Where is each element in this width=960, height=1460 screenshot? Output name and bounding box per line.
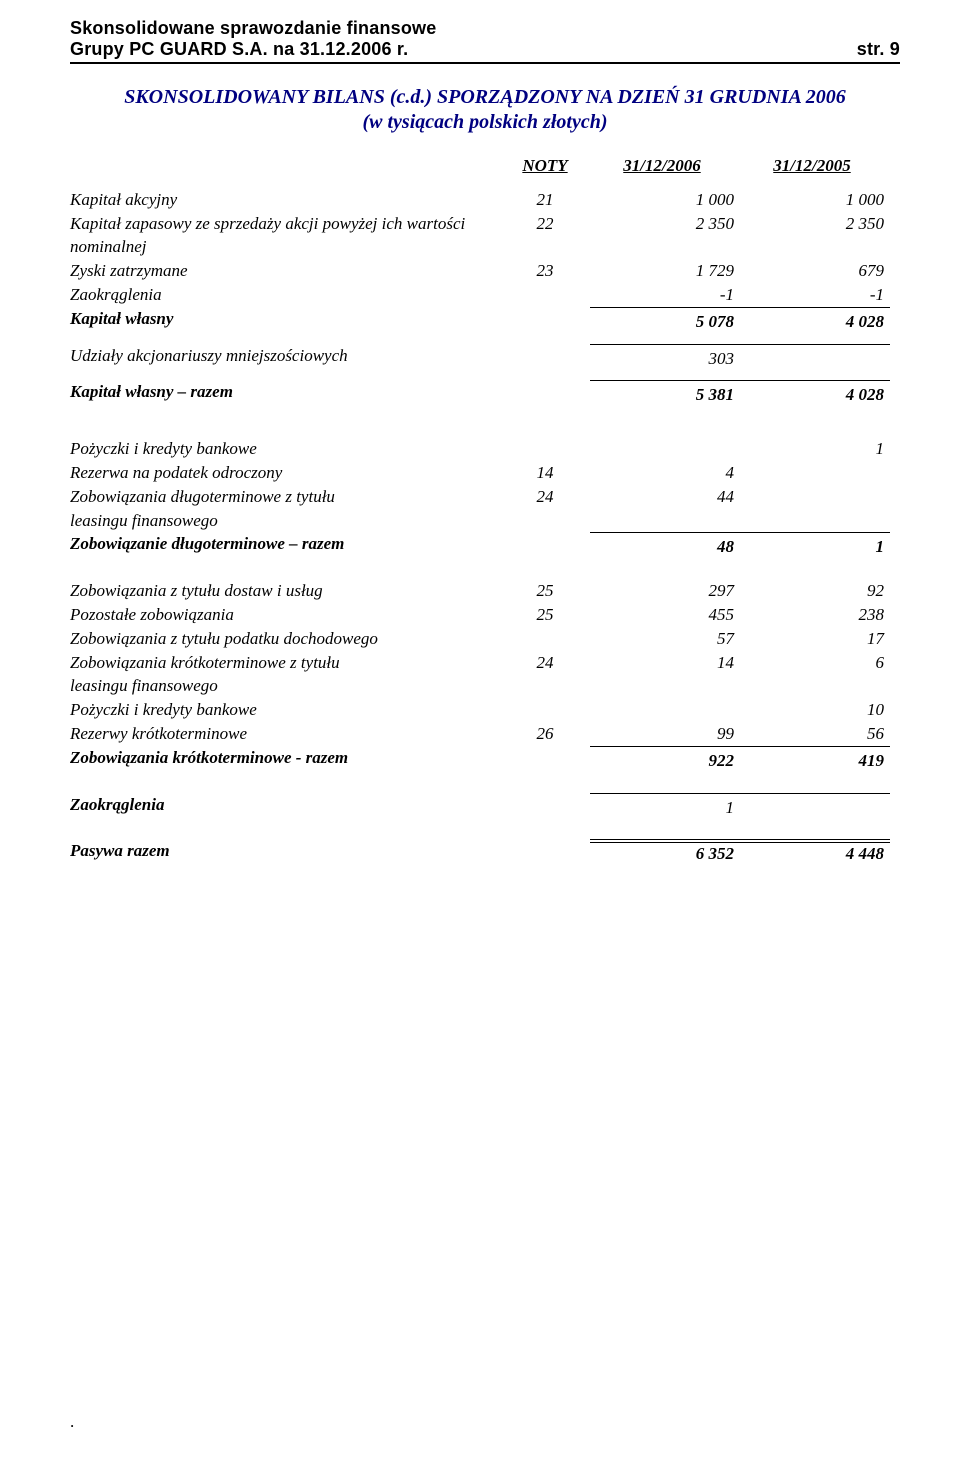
row-label: Zobowiązania długoterminowe z tytułu lea… xyxy=(70,485,500,533)
row-label: Udziały akcjonariuszy mniejszościowych xyxy=(70,344,500,371)
row-note: 22 xyxy=(500,212,590,260)
row-label: Rezerwa na podatek odroczony xyxy=(70,461,500,485)
row-val-2005 xyxy=(740,793,890,820)
row-val-2006: 922 xyxy=(590,746,740,773)
row-label: Zobowiązania z tytułu podatku dochodoweg… xyxy=(70,627,500,651)
row-val-2005: 92 xyxy=(740,579,890,603)
row-label: Zyski zatrzymane xyxy=(70,259,500,283)
row-label: Zaokrąglenia xyxy=(70,793,500,820)
col-hdr-2005: 31/12/2005 xyxy=(740,154,890,178)
row-val-2006: 1 000 xyxy=(590,188,740,212)
row-val-2005: 4 028 xyxy=(740,380,890,407)
row-label: Zobowiązanie długoterminowe – razem xyxy=(70,532,500,559)
row-val-2006: 1 xyxy=(590,793,740,820)
row-val-2005: 4 448 xyxy=(740,839,890,866)
row-val-2006: 297 xyxy=(590,579,740,603)
row-val-2005: 56 xyxy=(740,722,890,746)
doc-header-left: Grupy PC GUARD S.A. na 31.12.2006 r. xyxy=(70,39,408,60)
row-val-2005 xyxy=(740,485,890,533)
row-val-2006: 2 350 xyxy=(590,212,740,260)
row-label: Kapitał zapasowy ze sprzedaży akcji powy… xyxy=(70,212,500,260)
row-label: Zobowiązania z tytułu dostaw i usług xyxy=(70,579,500,603)
row-label: Kapitał własny – razem xyxy=(70,380,500,407)
row-val-2005: 1 xyxy=(740,437,890,461)
row-val-2006: 4 xyxy=(590,461,740,485)
row-val-2006: 14 xyxy=(590,651,740,699)
row-val-2005: -1 xyxy=(740,283,890,307)
row-val-2005: 10 xyxy=(740,698,890,722)
row-val-2006 xyxy=(590,437,740,461)
row-val-2006: 99 xyxy=(590,722,740,746)
row-val-2006: 303 xyxy=(590,344,740,371)
footer-dot: . xyxy=(70,1412,74,1432)
row-val-2006: 44 xyxy=(590,485,740,533)
row-note: 23 xyxy=(500,259,590,283)
row-label: Zobowiązania krótkoterminowe - razem xyxy=(70,746,500,773)
report-title-sub: (w tysiącach polskich złotych) xyxy=(70,111,900,134)
row-val-2006: 5 381 xyxy=(590,380,740,407)
doc-header-line-1: Skonsolidowane sprawozdanie finansowe xyxy=(70,18,900,39)
row-val-2005: 1 xyxy=(740,532,890,559)
row-val-2005 xyxy=(740,344,890,371)
doc-header-line-2: Grupy PC GUARD S.A. na 31.12.2006 r. str… xyxy=(70,39,900,64)
row-note: 21 xyxy=(500,188,590,212)
row-label: Kapitał akcyjny xyxy=(70,188,500,212)
row-label: Kapitał własny xyxy=(70,307,500,334)
report-title-main: SKONSOLIDOWANY BILANS (c.d.) SPORZĄDZONY… xyxy=(70,86,900,109)
row-val-2005 xyxy=(740,461,890,485)
row-val-2005: 4 028 xyxy=(740,307,890,334)
row-note: 25 xyxy=(500,603,590,627)
row-val-2006: 57 xyxy=(590,627,740,651)
row-val-2005: 1 000 xyxy=(740,188,890,212)
report-title: SKONSOLIDOWANY BILANS (c.d.) SPORZĄDZONY… xyxy=(70,86,900,134)
row-val-2005: 6 xyxy=(740,651,890,699)
row-label: Pożyczki i kredyty bankowe xyxy=(70,698,500,722)
row-note xyxy=(500,283,590,307)
row-val-2006: 5 078 xyxy=(590,307,740,334)
row-val-2006: 6 352 xyxy=(590,839,740,866)
row-val-2006 xyxy=(590,698,740,722)
row-val-2006: -1 xyxy=(590,283,740,307)
row-val-2005: 17 xyxy=(740,627,890,651)
row-val-2006: 455 xyxy=(590,603,740,627)
row-val-2005: 679 xyxy=(740,259,890,283)
row-label: Zaokrąglenia xyxy=(70,283,500,307)
col-hdr-2006: 31/12/2006 xyxy=(590,154,740,178)
row-val-2005: 2 350 xyxy=(740,212,890,260)
row-label: Rezerwy krótkoterminowe xyxy=(70,722,500,746)
row-val-2005: 238 xyxy=(740,603,890,627)
row-val-2005: 419 xyxy=(740,746,890,773)
row-label: Zobowiązania krótkoterminowe z tytułu le… xyxy=(70,651,500,699)
row-note: 26 xyxy=(500,722,590,746)
row-note xyxy=(500,627,590,651)
row-note: 24 xyxy=(500,651,590,699)
row-note: 25 xyxy=(500,579,590,603)
row-label: Pasywa razem xyxy=(70,839,500,866)
row-val-2006: 1 729 xyxy=(590,259,740,283)
row-val-2006: 48 xyxy=(590,532,740,559)
row-note: 24 xyxy=(500,485,590,533)
row-label: Pozostałe zobowiązania xyxy=(70,603,500,627)
page: Skonsolidowane sprawozdanie finansowe Gr… xyxy=(0,0,960,1460)
balance-table: NOTY 31/12/2006 31/12/2005 Kapitał akcyj… xyxy=(70,154,900,866)
row-note: 14 xyxy=(500,461,590,485)
page-number: str. 9 xyxy=(857,39,900,60)
col-hdr-noty: NOTY xyxy=(500,154,590,178)
row-label: Pożyczki i kredyty bankowe xyxy=(70,437,500,461)
